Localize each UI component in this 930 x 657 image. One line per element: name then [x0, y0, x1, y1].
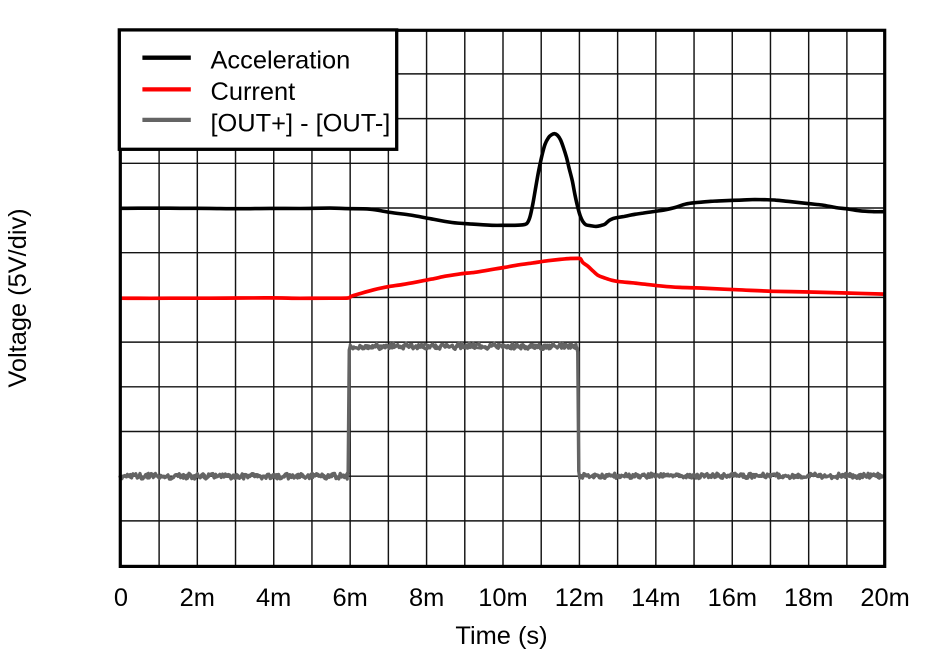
svg-text:0: 0 — [114, 584, 128, 612]
svg-text:18m: 18m — [784, 584, 833, 612]
svg-text:Acceleration: Acceleration — [211, 47, 351, 75]
svg-text:Voltage (5V/div): Voltage (5V/div) — [4, 208, 32, 387]
svg-text:10m: 10m — [478, 584, 527, 612]
svg-text:[OUT+] - [OUT-]: [OUT+] - [OUT-] — [211, 110, 391, 138]
svg-text:20m: 20m — [860, 584, 909, 612]
svg-text:8m: 8m — [409, 584, 444, 612]
svg-text:Time (s): Time (s) — [455, 622, 547, 650]
svg-text:16m: 16m — [708, 584, 757, 612]
svg-text:4m: 4m — [256, 584, 291, 612]
svg-text:12m: 12m — [555, 584, 604, 612]
svg-text:6m: 6m — [333, 584, 368, 612]
svg-text:2m: 2m — [180, 584, 215, 612]
svg-text:Current: Current — [211, 78, 296, 106]
svg-text:14m: 14m — [631, 584, 680, 612]
